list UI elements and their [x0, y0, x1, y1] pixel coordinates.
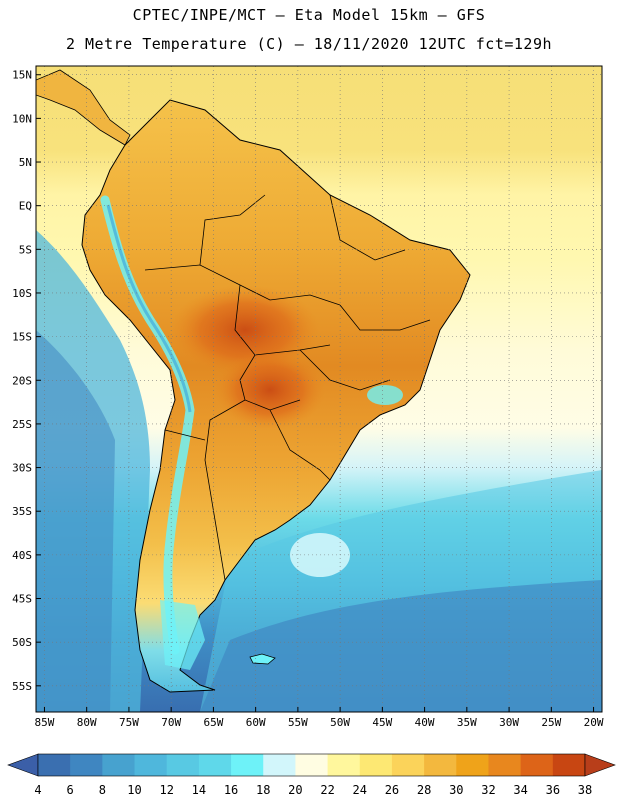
lon-label: 60W: [246, 716, 266, 729]
colorbar-label: 24: [353, 783, 367, 797]
colorbar-swatch: [424, 754, 457, 776]
lat-label: 45S: [12, 593, 32, 606]
colorbar-label: 6: [67, 783, 74, 797]
colorbar-swatch: [552, 754, 586, 776]
lon-label: 25W: [541, 716, 561, 729]
lat-label: 15N: [12, 69, 32, 82]
se-brazil-cool-patch: [367, 385, 403, 405]
colorbar-swatch: [488, 754, 522, 776]
colorbar-swatch: [359, 754, 393, 776]
lon-label: 40W: [415, 716, 435, 729]
lat-label: 10N: [12, 112, 32, 125]
colorbar-label: 20: [288, 783, 302, 797]
colorbar-label: 34: [513, 783, 527, 797]
colorbar-label: 14: [192, 783, 206, 797]
lon-label: 65W: [203, 716, 223, 729]
colorbar-label: 16: [224, 783, 238, 797]
lat-label: 50S: [12, 636, 32, 649]
country-borders: [144, 194, 431, 581]
colorbar-swatch: [102, 754, 136, 776]
temperature-colorbar: 4 6 8 10 12 14 16 18 20 22 24 26 28 30 32 34 36 38: [7, 753, 616, 797]
graticule: [36, 66, 602, 712]
lat-label: 30S: [12, 462, 32, 475]
colorbar-label: 22: [320, 783, 334, 797]
map-title-line2: 2 Metre Temperature (C) – 18/11/2020 12U…: [65, 35, 553, 53]
colorbar-label: 28: [417, 783, 431, 797]
lon-label: 45W: [372, 716, 392, 729]
lat-label: EQ: [19, 200, 32, 213]
latitude-labels: 15N 10N 5N EQ 5S 10S 15S 20S 25S 30S 35S 40S 45S 50S 5…: [12, 69, 32, 693]
colorbar-swatch: [520, 754, 554, 776]
pacific-cold-band: [36, 330, 115, 712]
colorbar-swatch: [198, 754, 232, 776]
lon-label: 70W: [161, 716, 181, 729]
colorbar-over-arrow: [584, 753, 616, 777]
map-frame: [35, 65, 603, 713]
falkland-islands: [249, 653, 276, 665]
colorbar-label: 32: [481, 783, 495, 797]
lon-label: 50W: [330, 716, 350, 729]
lat-label: 15S: [12, 331, 32, 344]
colorbar-label: 36: [546, 783, 560, 797]
lon-label: 75W: [119, 716, 139, 729]
colorbar-label: 26: [385, 783, 399, 797]
lat-label: 55S: [12, 680, 32, 693]
hot-core-paraguay: [215, 350, 325, 430]
longitude-labels: 85W 80W 75W 70W 65W 60W 55W 50W 45W 40W 35W 30W 25W 2…: [35, 716, 604, 729]
atlantic-cold-band: [200, 580, 602, 712]
colorbar-swatch: [391, 754, 425, 776]
lat-label: 20S: [12, 374, 32, 387]
colorbar-swatch: [70, 754, 103, 776]
map-plot-area: [36, 66, 602, 712]
lon-label: 55W: [288, 716, 308, 729]
lon-label: 30W: [499, 716, 519, 729]
lon-label: 80W: [77, 716, 97, 729]
central-america-land: [36, 69, 131, 146]
colorbar-swatch: [166, 754, 200, 776]
lat-label: 10S: [12, 287, 32, 300]
lat-label: 5S: [19, 243, 32, 256]
colorbar-swatch: [295, 754, 329, 776]
colorbar-swatch: [456, 754, 489, 776]
lon-label: 35W: [457, 716, 477, 729]
colorbar-label: 18: [256, 783, 270, 797]
colorbar-swatch: [38, 754, 71, 776]
patagonia-cool-patch: [160, 600, 205, 670]
colorbar-label: 10: [127, 783, 141, 797]
colorbar-label: 4: [34, 783, 41, 797]
colorbar-label: 38: [578, 783, 592, 797]
colorbar-label: 8: [99, 783, 106, 797]
map-title-line1: CPTEC/INPE/MCT – Eta Model 15km – GFS: [132, 6, 486, 24]
colorbar-swatch: [327, 754, 361, 776]
lon-label: 85W: [35, 716, 55, 729]
colorbar-label: 12: [159, 783, 173, 797]
lat-label: 25S: [12, 418, 32, 431]
andes-cold-crest: [106, 204, 192, 413]
lat-label: 35S: [12, 505, 32, 518]
colorbar-swatch: [263, 754, 296, 776]
colorbar-under-arrow: [7, 753, 39, 777]
lat-label: 40S: [12, 549, 32, 562]
colorbar-label: 30: [449, 783, 463, 797]
lon-label: 20W: [584, 716, 604, 729]
colorbar-swatch: [134, 754, 168, 776]
lat-label: 5N: [19, 156, 32, 169]
colorbar-swatch: [231, 754, 264, 776]
